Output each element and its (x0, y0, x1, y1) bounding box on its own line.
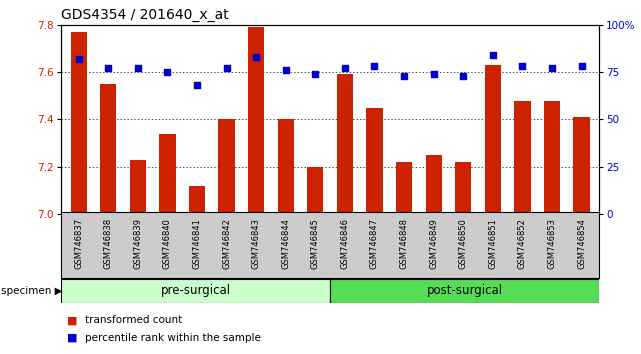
Text: GSM746840: GSM746840 (163, 218, 172, 269)
Text: GSM746837: GSM746837 (74, 218, 83, 269)
Bar (189, 186, 205, 214)
Text: GSM746848: GSM746848 (399, 218, 408, 269)
Point (133, 65, 143, 71)
Point (103, 65, 113, 71)
Point (369, 64, 379, 69)
Text: GSM746847: GSM746847 (370, 218, 379, 269)
Bar (367, 108, 383, 214)
Text: specimen ▶: specimen ▶ (1, 286, 63, 296)
Text: GSM746845: GSM746845 (311, 218, 320, 269)
Bar (159, 134, 176, 214)
Bar (278, 119, 294, 214)
Point (399, 73, 409, 79)
Bar (129, 160, 146, 214)
Point (576, 64, 587, 69)
Text: GSM746844: GSM746844 (281, 218, 290, 269)
Text: ■: ■ (67, 315, 78, 325)
Bar (337, 74, 353, 214)
Bar (544, 101, 560, 214)
Bar (71, 32, 87, 214)
Bar (514, 101, 531, 214)
Text: GSM746851: GSM746851 (488, 218, 497, 269)
Bar (485, 65, 501, 214)
Point (162, 69, 172, 75)
Text: GSM746850: GSM746850 (459, 218, 468, 269)
Text: GSM746854: GSM746854 (577, 218, 586, 269)
Bar (574, 117, 590, 214)
Point (281, 67, 291, 73)
Text: post-surgical: post-surgical (427, 284, 503, 297)
Bar (100, 84, 117, 214)
Text: GSM746849: GSM746849 (429, 218, 438, 269)
Text: ■: ■ (67, 333, 78, 343)
Point (488, 52, 498, 58)
Bar (396, 162, 412, 214)
Text: GSM746853: GSM746853 (547, 218, 556, 269)
Bar (426, 155, 442, 214)
Text: GSM746839: GSM746839 (133, 218, 142, 269)
Text: GSM746843: GSM746843 (252, 218, 261, 269)
Text: pre-surgical: pre-surgical (160, 284, 231, 297)
Point (458, 73, 469, 79)
Bar (455, 162, 471, 214)
Point (251, 54, 262, 60)
Bar (248, 27, 264, 214)
Text: GSM746846: GSM746846 (340, 218, 349, 269)
Point (547, 65, 557, 71)
Bar (307, 167, 324, 214)
Text: percentile rank within the sample: percentile rank within the sample (85, 333, 261, 343)
Bar (219, 119, 235, 214)
Bar (330, 279, 599, 303)
Text: GSM746841: GSM746841 (192, 218, 201, 269)
Text: GDS4354 / 201640_x_at: GDS4354 / 201640_x_at (61, 8, 229, 22)
Point (429, 71, 439, 77)
Text: GSM746852: GSM746852 (518, 218, 527, 269)
Text: transformed count: transformed count (85, 315, 183, 325)
Point (221, 65, 231, 71)
Point (74, 56, 84, 62)
Point (340, 65, 350, 71)
Text: GSM746838: GSM746838 (104, 218, 113, 269)
Point (517, 64, 528, 69)
Text: GSM746842: GSM746842 (222, 218, 231, 269)
Bar (61, 279, 330, 303)
Point (192, 82, 202, 88)
Point (310, 71, 320, 77)
